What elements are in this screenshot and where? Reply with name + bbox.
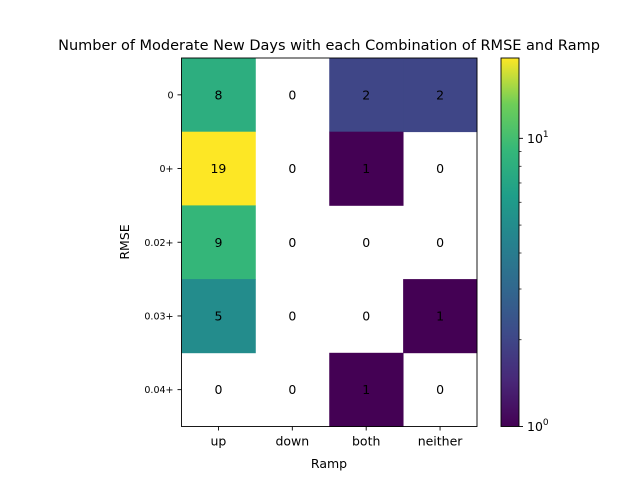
heatmap-cell: [181, 58, 256, 133]
cell-value-label: 1: [436, 308, 444, 323]
cell-value-label: 1: [362, 382, 370, 397]
chart-title: Number of Moderate New Days with each Co…: [58, 38, 600, 54]
y-tick-label: 0+: [159, 164, 173, 175]
heatmap-cell: [403, 279, 478, 354]
y-tick-label: 0.04+: [144, 385, 173, 396]
colorbar-tick-label: 101: [527, 130, 549, 146]
cell-value-label: 1: [362, 161, 370, 176]
y-axis-ticks: 0 0+ 0.02+ 0.03+ 0.04+: [144, 90, 182, 396]
y-axis-label: RMSE: [117, 224, 132, 259]
colorbar-gradient: [501, 58, 519, 427]
y-tick-label: 0.03+: [144, 311, 173, 322]
colorbar-tick-label: 100: [527, 418, 549, 434]
x-tick-label: both: [352, 434, 380, 449]
y-tick-label: 0: [167, 90, 173, 101]
heatmap-cell: [329, 352, 404, 427]
heatmap-cell: [329, 131, 404, 206]
cell-value-label: 0: [436, 161, 444, 176]
y-tick-label: 0.02+: [144, 238, 173, 249]
cell-value-label: 0: [288, 382, 296, 397]
x-tick-label: neither: [418, 434, 464, 449]
cell-value-label: 2: [362, 87, 370, 102]
cell-value-label: 0: [436, 382, 444, 397]
x-axis-label: Ramp: [311, 456, 347, 471]
heatmap-cell: [181, 131, 256, 206]
heatmap-cells: [181, 58, 478, 427]
cell-value-label: 0: [288, 308, 296, 323]
cell-value-label: 0: [436, 235, 444, 250]
cell-value-label: 0: [288, 235, 296, 250]
cell-value-label: 2: [436, 87, 444, 102]
cell-value-label: 9: [214, 235, 222, 250]
colorbar-frame: [500, 57, 520, 427]
cell-value-labels: 8 0 2 2 19 0 1 0 9 0 0 0 5 0 0 1 0 0 1 0: [210, 87, 444, 397]
cell-value-label: 0: [362, 308, 370, 323]
heatmap-cell: [181, 279, 256, 354]
cell-value-label: 8: [214, 87, 222, 102]
x-tick-label: up: [211, 434, 227, 449]
cell-value-label: 0: [288, 87, 296, 102]
cell-value-label: 0: [288, 161, 296, 176]
cell-value-label: 0: [214, 382, 222, 397]
heatmap-cell: [329, 58, 404, 133]
cell-value-label: 0: [362, 235, 370, 250]
heatmap-cell: [403, 58, 478, 133]
colorbar: 100 101: [500, 57, 549, 434]
cell-value-label: 5: [214, 308, 222, 323]
x-tick-label: down: [275, 434, 309, 449]
x-axis-ticks: up down both neither: [211, 426, 464, 449]
cell-value-label: 19: [210, 161, 226, 176]
colorbar-ticks: 100 101: [519, 130, 549, 434]
heatmap-cell: [181, 205, 256, 280]
